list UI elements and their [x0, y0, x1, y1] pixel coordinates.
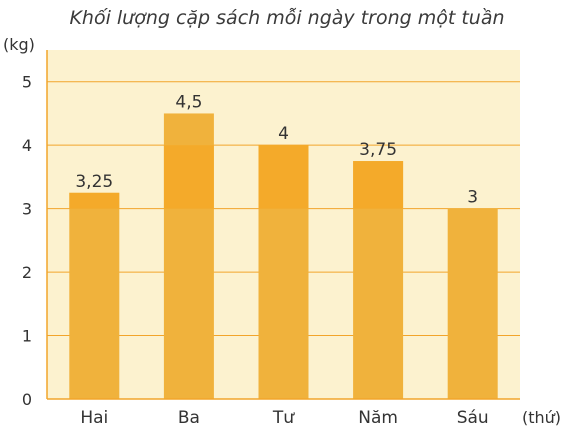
- x-tick-label: Ba: [178, 408, 200, 428]
- x-tick-label: Hai: [80, 408, 108, 428]
- bar-shade: [163, 145, 214, 209]
- bar: [69, 192, 120, 399]
- x-tick-label: Năm: [358, 408, 398, 428]
- data-label: 3,75: [359, 140, 397, 160]
- bar-shade: [353, 161, 404, 209]
- y-tick-label: 1: [22, 327, 32, 346]
- y-tick-label: 2: [22, 263, 32, 282]
- x-axis-label: (thứ): [522, 408, 561, 427]
- bar: [447, 208, 498, 399]
- data-label: 4,5: [175, 92, 202, 112]
- y-tick-label: 5: [22, 73, 32, 92]
- bar-shade: [69, 192, 120, 209]
- x-tick-label: Sáu: [457, 408, 489, 428]
- x-tick-label: Tư: [272, 408, 295, 428]
- data-label: 4: [278, 124, 289, 144]
- y-tick-labels: 0 1 2 3 4 5: [22, 73, 32, 409]
- data-labels: 3,25 4,5 4 3,75 3: [75, 92, 478, 207]
- y-tick-label: 4: [22, 136, 32, 155]
- y-tick-label: 3: [22, 200, 32, 219]
- x-tick-labels: Hai Ba Tư Năm Sáu: [80, 408, 488, 428]
- bars: [69, 113, 498, 400]
- data-label: 3: [467, 188, 478, 208]
- bar-shade: [258, 145, 309, 209]
- chart-title: Khối lượng cặp sách mỗi ngày trong một t…: [69, 7, 504, 29]
- y-tick-label: 0: [22, 390, 32, 409]
- y-axis-label: (kg): [3, 35, 35, 54]
- data-label: 3,25: [75, 172, 113, 192]
